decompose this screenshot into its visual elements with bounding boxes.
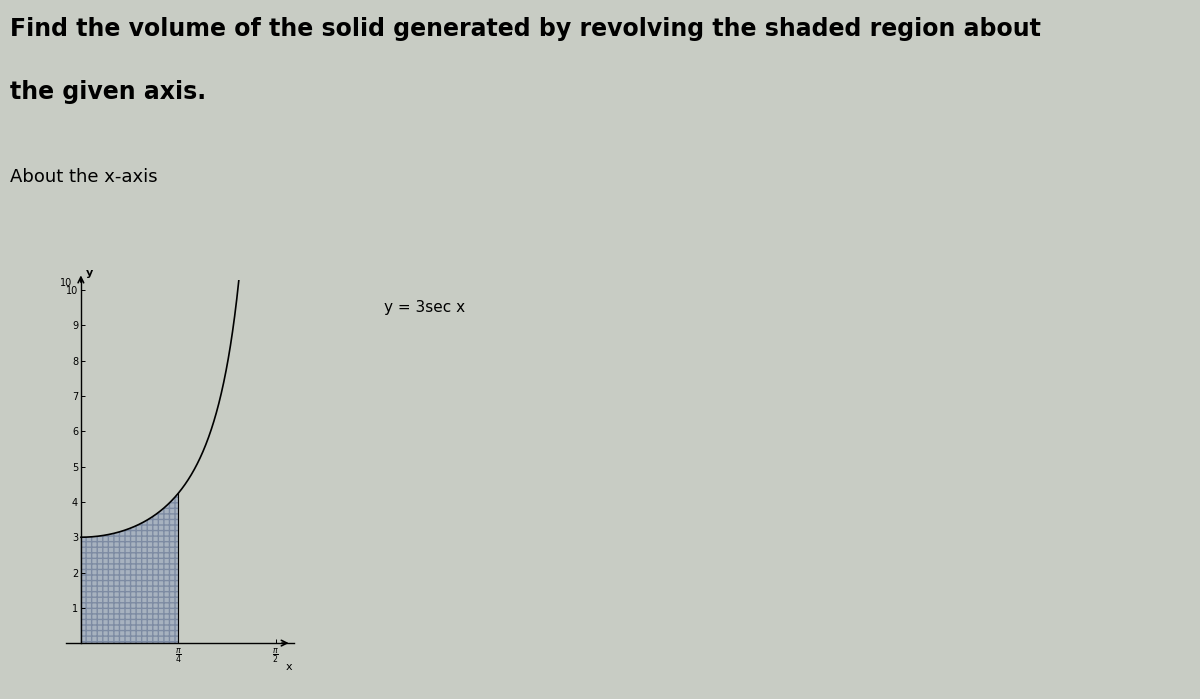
Text: y: y: [86, 268, 94, 278]
Text: x: x: [286, 663, 293, 672]
Text: 10: 10: [60, 278, 72, 288]
Text: the given axis.: the given axis.: [10, 80, 205, 104]
Text: About the x-axis: About the x-axis: [10, 168, 157, 186]
Text: y = 3sec x: y = 3sec x: [384, 300, 466, 315]
Text: Find the volume of the solid generated by revolving the shaded region about: Find the volume of the solid generated b…: [10, 17, 1040, 41]
